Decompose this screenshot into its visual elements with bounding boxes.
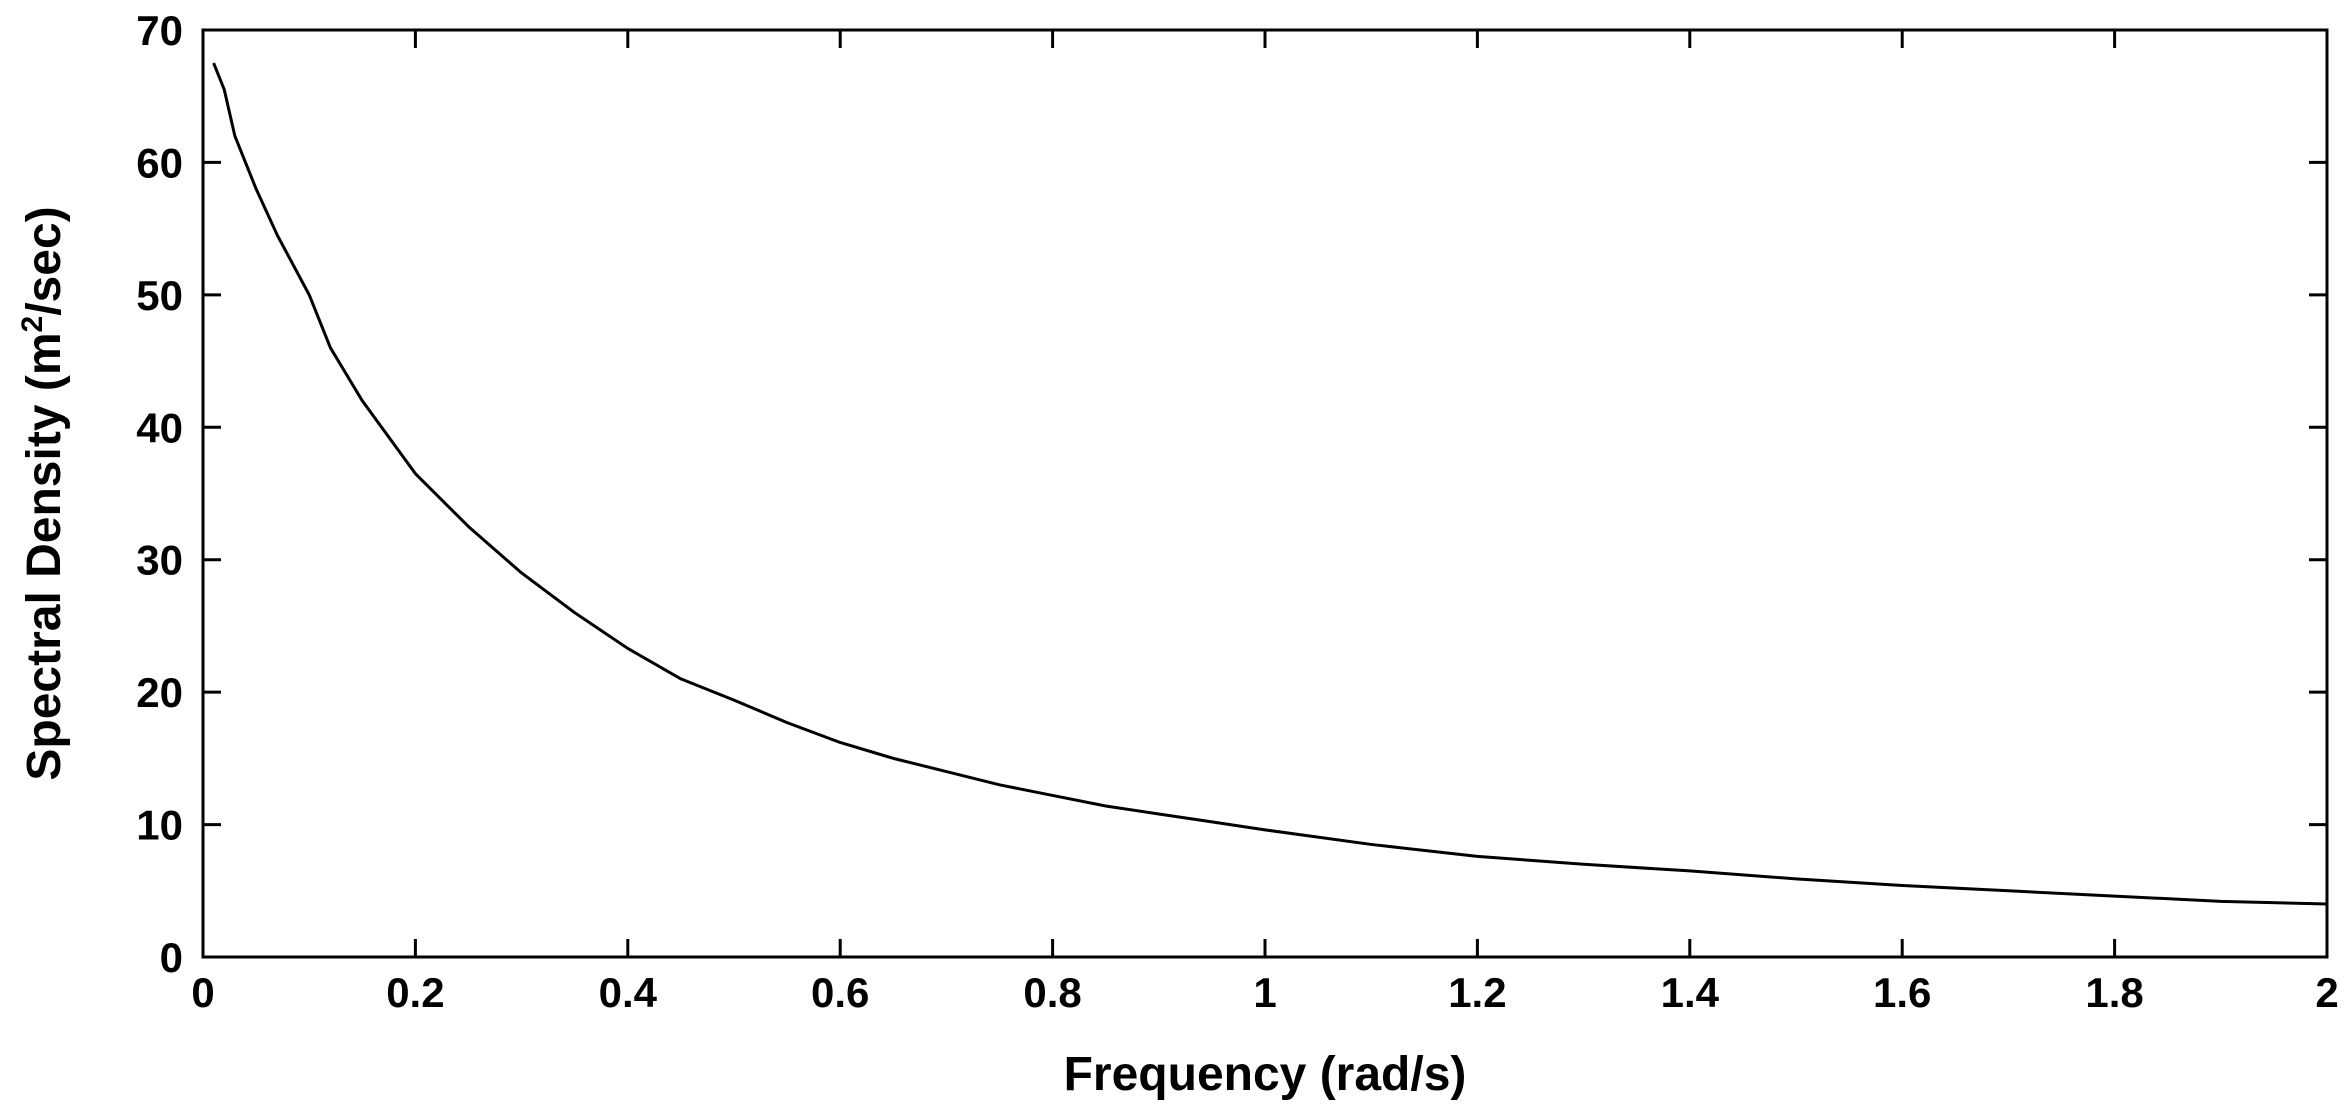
y-axis-label-prefix: Spectral Density (m [18, 332, 71, 780]
x-tick-label: 1.4 [1661, 969, 1720, 1016]
x-tick-label: 0.8 [1023, 969, 1081, 1016]
x-tick-label: 1.6 [1873, 969, 1931, 1016]
plot-area [201, 28, 2329, 959]
x-tick-label: 1.8 [2085, 969, 2143, 1016]
x-tick-label: 0 [191, 969, 214, 1016]
y-tick-label: 40 [136, 404, 183, 451]
y-axis-label-suffix: /sec) [18, 206, 71, 315]
x-tick-label: 1 [1253, 969, 1276, 1016]
y-tick-label: 50 [136, 272, 183, 319]
y-tick-label: 60 [136, 139, 183, 186]
plot-frame [201, 28, 2329, 959]
y-tick-label: 20 [136, 669, 183, 716]
y-tick-label: 70 [136, 7, 183, 54]
x-tick-label: 1.2 [1448, 969, 1506, 1016]
y-axis-label: Spectral Density (m2/sec) [16, 206, 71, 780]
x-tick-label: 0.6 [811, 969, 869, 1016]
y-tick-label: 30 [136, 537, 183, 584]
x-tick-label: 0.2 [386, 969, 444, 1016]
y-tick-label: 10 [136, 802, 183, 849]
x-axis-label: Frequency (rad/s) [1064, 1048, 1467, 1101]
x-tick-label: 2 [2315, 969, 2338, 1016]
tick-labels: 0 0.2 0.4 0.6 0.8 1 1.2 1.4 1.6 1.8 20102030405060… [136, 7, 2338, 1016]
y-axis-label-superscript: 2 [16, 316, 49, 333]
series-line-0 [212, 62, 2328, 906]
x-tick-label: 0.4 [599, 969, 658, 1016]
axis-ticks [201, 28, 2329, 959]
y-tick-label: 0 [160, 934, 183, 981]
